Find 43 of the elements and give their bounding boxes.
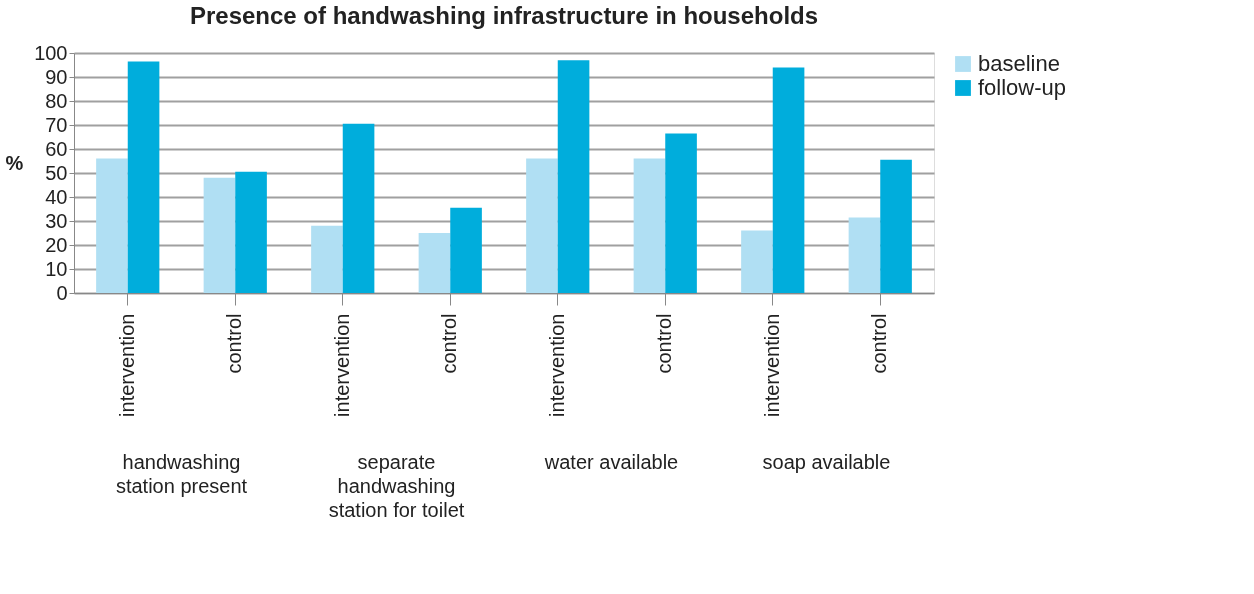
y-tick-label: 50 xyxy=(45,161,68,184)
x-tick-label: intervention xyxy=(545,313,568,417)
bar xyxy=(526,158,558,293)
bar xyxy=(633,158,666,293)
bar xyxy=(450,207,482,293)
bar xyxy=(418,233,451,293)
y-tick-label: 40 xyxy=(45,185,68,208)
bar xyxy=(772,67,805,293)
bar xyxy=(880,159,912,293)
x-tick-label: intervention xyxy=(760,313,783,417)
y-tick-label: 20 xyxy=(45,233,68,256)
y-axis-title: % xyxy=(5,151,24,174)
bar xyxy=(311,225,343,293)
chart-title: Presence of handwashing infrastructure in households xyxy=(189,2,819,29)
y-tick-label: 100 xyxy=(34,41,68,64)
x-tick-label: intervention xyxy=(115,313,138,417)
bar xyxy=(848,217,881,293)
bar xyxy=(557,60,590,293)
text: soap available xyxy=(762,451,891,473)
y-tick-label: 30 xyxy=(45,209,68,232)
x-tick-label: control xyxy=(223,313,246,374)
text: handwashing station present xyxy=(115,451,248,497)
bar xyxy=(741,230,773,293)
text: water available xyxy=(543,451,679,473)
bar xyxy=(665,133,697,293)
y-tick-label: 70 xyxy=(45,113,68,136)
x-tick-label: control xyxy=(653,313,676,374)
y-tick-label: 60 xyxy=(45,137,68,160)
y-tick-label: 0 xyxy=(56,281,68,304)
bar xyxy=(96,158,128,293)
bar xyxy=(203,177,236,293)
y-tick-label: 80 xyxy=(45,89,68,112)
y-tick-label: 10 xyxy=(45,257,68,280)
legend-label: follow-up xyxy=(978,75,1067,100)
bar xyxy=(235,171,267,293)
text: separate handwashing station for toilet xyxy=(328,451,465,521)
legend-label: baseline xyxy=(978,51,1060,76)
x-tick-label: intervention xyxy=(330,313,353,417)
x-tick-label: control xyxy=(868,313,891,374)
bar xyxy=(342,123,375,293)
bar xyxy=(127,61,160,293)
y-tick-label: 90 xyxy=(45,65,68,88)
x-tick-label: control xyxy=(438,313,461,374)
